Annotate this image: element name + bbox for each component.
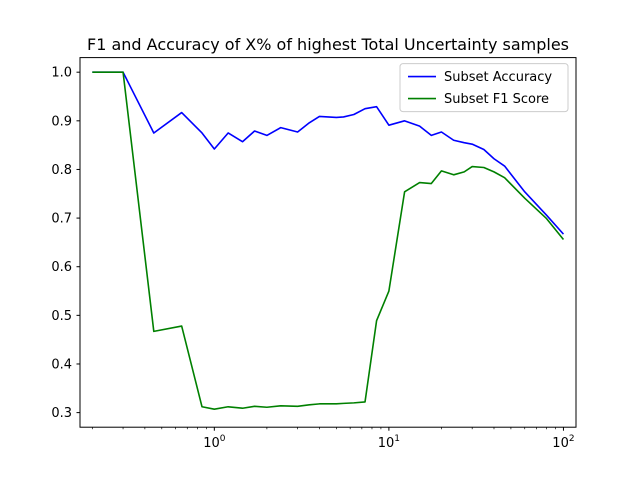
legend-label: Subset Accuracy bbox=[444, 70, 552, 85]
y-tick-label: 0.9 bbox=[51, 114, 72, 129]
y-tick-label: 0.5 bbox=[51, 309, 72, 324]
series-line-subset-accuracy bbox=[92, 71, 565, 235]
x-tick-label: 101 bbox=[378, 434, 400, 451]
y-tick-label: 0.7 bbox=[51, 212, 72, 227]
y-tick-label: 0.8 bbox=[51, 163, 72, 178]
legend-box bbox=[399, 63, 569, 113]
y-tick-label: 0.4 bbox=[51, 357, 72, 372]
x-tick-label: 100 bbox=[203, 434, 226, 451]
chart-title: F1 and Accuracy of X% of highest Total U… bbox=[87, 35, 569, 54]
plot-lines bbox=[92, 71, 565, 411]
legend-label: Subset F1 Score bbox=[444, 92, 549, 107]
legend: Subset Accuracy Subset F1 Score bbox=[399, 63, 569, 113]
y-axis: 0.3 0.4 0.5 0.6 0.7 0.8 0.9 1.0 bbox=[51, 66, 80, 421]
y-tick-label: 0.6 bbox=[51, 260, 72, 275]
axes-frame bbox=[79, 57, 577, 428]
x-axis: 100 101 102 bbox=[91, 427, 575, 451]
series-line-subset-f1-score bbox=[92, 71, 565, 411]
y-tick-label: 0.3 bbox=[51, 406, 72, 421]
y-tick-label: 1.0 bbox=[51, 66, 72, 81]
x-tick-label: 102 bbox=[552, 434, 574, 451]
